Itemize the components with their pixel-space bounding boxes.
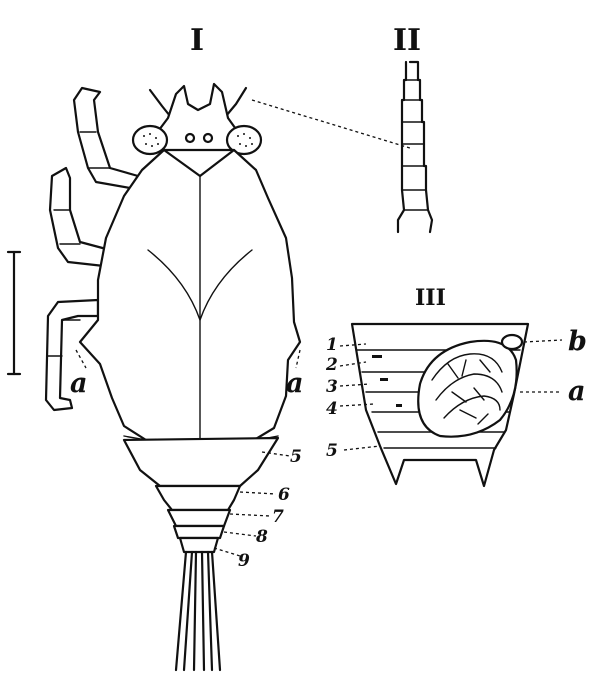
label-p3-2: 2 — [325, 355, 338, 375]
leader-right-a — [295, 349, 301, 369]
leader-seg-7 — [229, 513, 271, 517]
compound-eye-stipple — [143, 133, 253, 147]
gonad-mass — [417, 333, 524, 438]
label-seg-7: 7 — [272, 507, 284, 527]
panel-3-numeral: III — [415, 285, 446, 311]
leader-seg-5 — [261, 451, 291, 457]
leader-p3-b — [523, 339, 563, 343]
label-right-a: a — [286, 368, 304, 399]
antenna-detail — [396, 60, 434, 234]
label-p3-3: 3 — [326, 377, 338, 397]
leader-p3-1 — [339, 343, 367, 347]
leader-antenna — [251, 99, 411, 149]
leader-seg-8 — [223, 531, 257, 537]
leader-p3-2 — [339, 361, 367, 367]
abdomen-segment-9 — [178, 536, 220, 554]
leader-left-a — [75, 349, 87, 369]
abdomen-segment-6 — [154, 484, 242, 512]
label-p3-a: a — [568, 376, 586, 407]
insect-dorsal-view — [44, 82, 302, 672]
abdomen-detail — [350, 322, 530, 488]
leader-seg-9 — [213, 547, 241, 557]
caudal-filaments — [174, 550, 222, 672]
leader-p3-3 — [339, 383, 371, 387]
label-seg-5: 5 — [290, 447, 302, 467]
label-p3-b: b — [568, 326, 587, 357]
label-left-a: a — [70, 368, 88, 399]
label-seg-8: 8 — [255, 527, 268, 547]
abdomen-segment-7 — [166, 508, 232, 528]
scale-bar — [6, 250, 22, 376]
abdomen-segment-8 — [172, 524, 226, 540]
label-seg-9: 9 — [238, 551, 250, 571]
leader-p3-5 — [343, 445, 381, 451]
panel-1-numeral: I — [190, 23, 204, 58]
label-p3-5: 5 — [326, 441, 338, 461]
label-seg-6: 6 — [278, 485, 290, 505]
panel-2-numeral: II — [393, 23, 421, 58]
abdomen-segment-5 — [122, 436, 280, 488]
leader-seg-6 — [239, 491, 277, 495]
label-p3-4: 4 — [326, 399, 338, 419]
label-p3-1: 1 — [326, 335, 338, 355]
head — [131, 82, 263, 158]
